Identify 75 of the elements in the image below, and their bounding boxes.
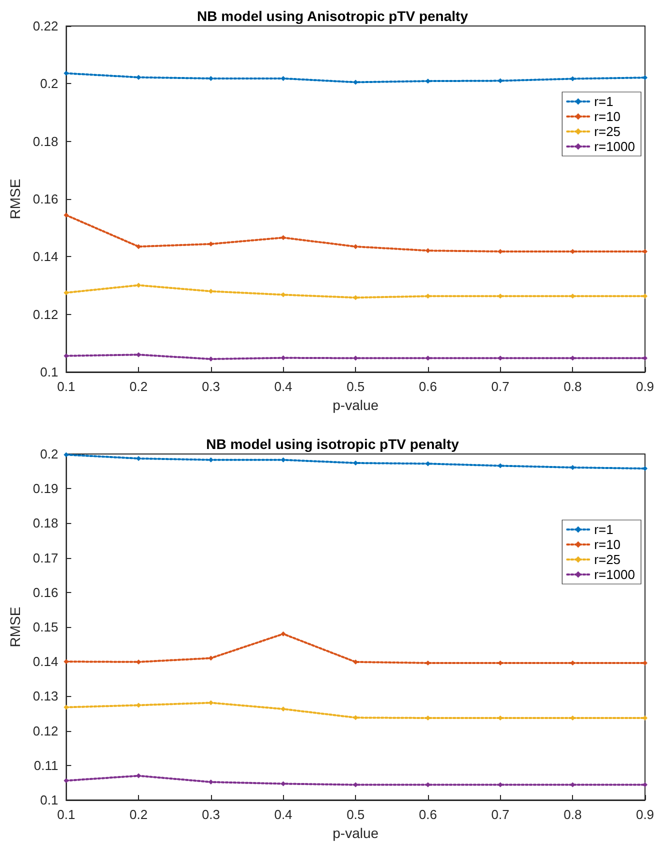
y-tick-label: 0.16 bbox=[32, 584, 58, 600]
point bbox=[136, 282, 142, 288]
x-tick-label: 0.1 bbox=[57, 807, 76, 822]
point bbox=[208, 288, 214, 294]
y-tick-label: 0.19 bbox=[32, 481, 58, 496]
y-axis-title: RMSE bbox=[7, 606, 23, 648]
y-tick-label: 0.17 bbox=[32, 550, 58, 566]
legend-label: r=1000 bbox=[594, 139, 636, 154]
x-tick-label: 0.2 bbox=[130, 807, 148, 822]
point bbox=[208, 356, 214, 362]
y-tick-label: 0.1 bbox=[40, 792, 58, 808]
point bbox=[208, 780, 214, 785]
y-tick-label: 0.18 bbox=[32, 134, 58, 149]
y-tick-label: 0.11 bbox=[34, 758, 58, 773]
y-tick-label: 0.14 bbox=[32, 249, 58, 264]
y-tick-label: 0.15 bbox=[32, 620, 58, 634]
point bbox=[280, 631, 286, 636]
point bbox=[280, 355, 286, 360]
legend-label: r=1000 bbox=[594, 567, 636, 582]
x-axis-title: p-value bbox=[332, 825, 379, 841]
point bbox=[642, 660, 648, 666]
chart-title: NB model using Anisotropic pTV penalty bbox=[197, 8, 468, 24]
y-tick-label: 0.2 bbox=[40, 76, 58, 92]
legend-label: r=25 bbox=[594, 124, 621, 139]
y-tick-label: 0.14 bbox=[32, 654, 58, 670]
point bbox=[136, 74, 142, 80]
x-tick-label: 0.9 bbox=[636, 807, 654, 822]
point bbox=[208, 76, 214, 81]
y-tick-label: 0.1 bbox=[40, 364, 58, 380]
chart-title: NB model using isotropic pTV penalty bbox=[206, 436, 460, 452]
point bbox=[208, 457, 214, 462]
y-tick-label: 0.2 bbox=[40, 446, 58, 462]
point bbox=[280, 457, 286, 462]
point bbox=[208, 656, 214, 661]
legend-label: r=25 bbox=[594, 552, 621, 567]
legend-label: r=1 bbox=[594, 94, 614, 109]
point bbox=[64, 212, 69, 218]
point bbox=[642, 356, 648, 361]
x-tick-label: 0.7 bbox=[491, 379, 510, 394]
y-axis-title: RMSE bbox=[7, 178, 23, 220]
y-tick-label: 0.16 bbox=[32, 192, 58, 206]
y-tick-label: 0.12 bbox=[32, 306, 58, 322]
point bbox=[498, 248, 503, 254]
point bbox=[280, 76, 286, 81]
point bbox=[208, 700, 214, 706]
point bbox=[136, 702, 142, 708]
x-tick-label: 0.9 bbox=[636, 379, 654, 394]
x-tick-label: 0.4 bbox=[274, 807, 292, 822]
x-tick-label: 0.3 bbox=[202, 807, 220, 822]
point bbox=[642, 294, 648, 299]
x-tick-label: 0.1 bbox=[57, 379, 76, 394]
point bbox=[136, 773, 142, 778]
x-tick-label: 0.8 bbox=[564, 807, 582, 822]
point bbox=[642, 75, 648, 80]
point bbox=[425, 248, 430, 254]
x-tick-label: 0.5 bbox=[346, 379, 365, 394]
x-tick-label: 0.6 bbox=[418, 379, 437, 394]
x-tick-label: 0.6 bbox=[418, 807, 437, 822]
x-tick-label: 0.8 bbox=[564, 379, 582, 394]
y-tick-label: 0.18 bbox=[32, 516, 58, 531]
point bbox=[642, 782, 648, 788]
x-tick-label: 0.5 bbox=[346, 807, 365, 822]
x-tick-label: 0.2 bbox=[130, 379, 148, 394]
x-tick-label: 0.7 bbox=[491, 807, 510, 822]
x-axis-title: p-value bbox=[332, 397, 379, 413]
point bbox=[353, 244, 358, 250]
y-tick-label: 0.12 bbox=[32, 723, 58, 738]
x-tick-label: 0.4 bbox=[274, 379, 292, 394]
point bbox=[280, 706, 286, 712]
y-tick-label: 0.22 bbox=[32, 18, 58, 34]
legend-label: r=10 bbox=[594, 537, 621, 552]
x-tick-label: 0.3 bbox=[202, 379, 220, 394]
legend-label: r=10 bbox=[594, 109, 621, 124]
legend-label: r=1 bbox=[594, 522, 614, 537]
y-tick-label: 0.13 bbox=[32, 688, 58, 704]
